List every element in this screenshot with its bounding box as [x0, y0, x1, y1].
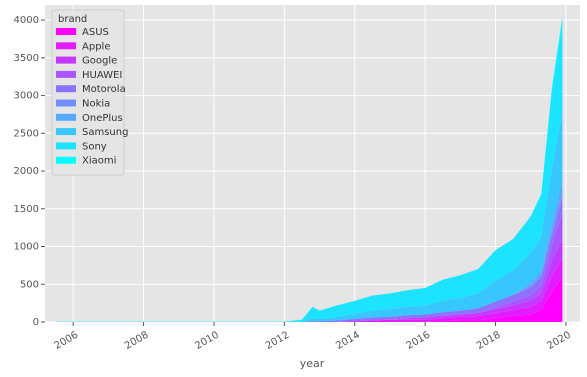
x-tick-label: 2008: [123, 330, 151, 352]
legend: brand ASUS Apple Google HUAWEI Motorola Nokia O…: [51, 9, 128, 176]
legend-label: Apple: [82, 41, 110, 52]
x-axis-label: year: [300, 357, 325, 370]
x-tick-label: 2006: [53, 330, 81, 352]
x-tick-label: 2016: [405, 330, 433, 352]
legend-swatch: [56, 85, 76, 93]
area: [55, 276, 563, 322]
legend-swatch: [56, 113, 76, 121]
x-tick-label: 2018: [475, 330, 503, 352]
y-tick-label: 3000: [14, 91, 39, 102]
legend-label: Samsung: [82, 127, 128, 138]
legend-swatch: [56, 99, 76, 107]
legend-label: Nokia: [82, 99, 110, 110]
x-tick-label: 2014: [334, 330, 362, 352]
y-tick-label: 500: [20, 279, 39, 290]
y-tick-label: 1500: [14, 204, 39, 215]
legend-label: Google: [82, 56, 117, 67]
legend-swatch: [56, 42, 76, 50]
y-tick-label: 3500: [14, 53, 39, 64]
x-tick-label: 2010: [193, 330, 221, 352]
legend-swatch: [56, 28, 76, 35]
legend-title: brand: [58, 14, 87, 25]
legend-swatch: [56, 142, 76, 150]
legend-swatch: [56, 56, 76, 64]
legend-swatch: [56, 128, 76, 136]
y-tick-label: 0: [33, 317, 39, 328]
legend-label: OnePlus: [82, 113, 123, 124]
y-tick-label: 2500: [14, 128, 39, 139]
legend-label: Xiaomi: [82, 156, 116, 167]
y-tick-label: 4000: [14, 15, 39, 26]
x-tick-label: 2020: [545, 330, 573, 352]
legend-label: HUAWEI: [82, 70, 122, 81]
area: [55, 257, 563, 322]
legend-swatch: [56, 70, 76, 78]
areas: [55, 16, 563, 322]
y-tick-label: 1000: [14, 242, 39, 253]
legend-label: ASUS: [82, 27, 109, 38]
legend-label: Motorola: [82, 84, 126, 95]
legend-label: Sony: [82, 141, 107, 152]
x-tick-label: 2012: [264, 330, 292, 352]
legend-swatch: [56, 156, 76, 164]
y-tick-label: 2000: [14, 166, 39, 177]
